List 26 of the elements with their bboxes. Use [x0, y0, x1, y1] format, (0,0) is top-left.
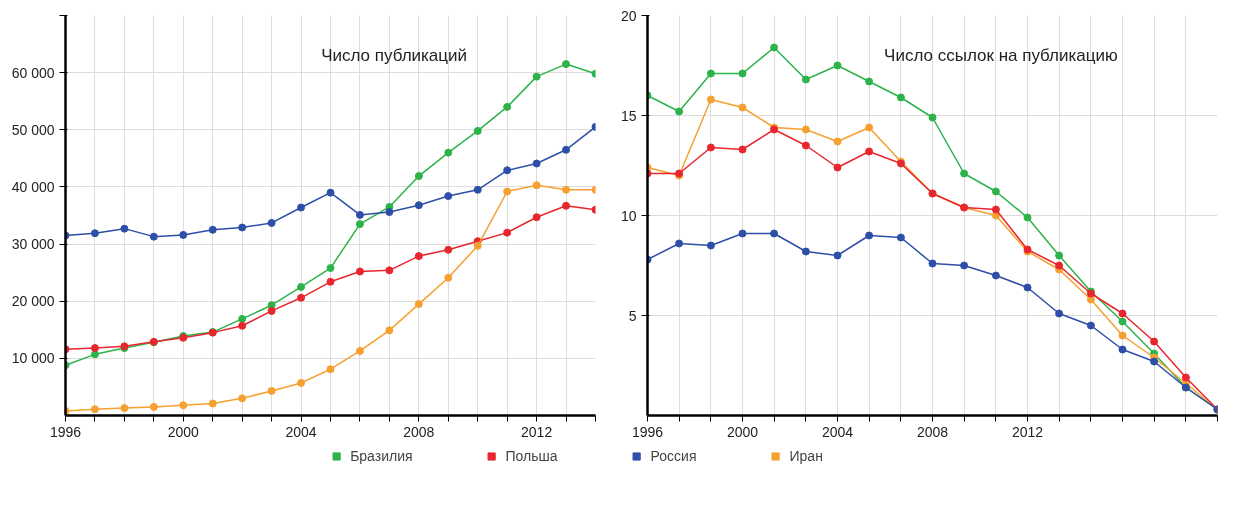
x-tick-label: 1996: [631, 423, 664, 440]
x-tick-label: 2000: [167, 423, 200, 440]
x-tick-label: 2012: [521, 423, 553, 440]
x-tick-label: 2008: [403, 423, 435, 440]
x-tick-label: 1996: [49, 423, 82, 440]
x-tick-label: 2004: [285, 423, 317, 440]
legend-label: Польша: [505, 448, 558, 464]
legend-label: Иран: [789, 448, 823, 464]
text: Число ссылок на публикацию: [884, 46, 1118, 65]
y-tick-label: 15: [620, 107, 637, 124]
y-tick-label: 5: [628, 307, 637, 324]
y-tick-label: 20: [620, 7, 637, 24]
x-tick-label: 2008: [916, 423, 949, 440]
y-tick-label: 10 000: [11, 350, 55, 367]
y-tick-label: 50 000: [11, 121, 55, 138]
y-tick-label: 30 000: [11, 236, 55, 253]
y-tick-label: 40 000: [11, 178, 55, 195]
text: Число публикаций: [321, 46, 468, 65]
legend-label: Россия: [650, 448, 697, 464]
x-tick-label: 2012: [1011, 423, 1044, 440]
y-tick-label: 20 000: [11, 293, 55, 310]
y-tick-label: 10: [620, 207, 637, 224]
x-tick-label: 2000: [726, 423, 759, 440]
y-tick-label: 60 000: [11, 64, 55, 81]
x-tick-label: 2004: [821, 423, 854, 440]
legend-label: Бразилия: [350, 448, 413, 464]
